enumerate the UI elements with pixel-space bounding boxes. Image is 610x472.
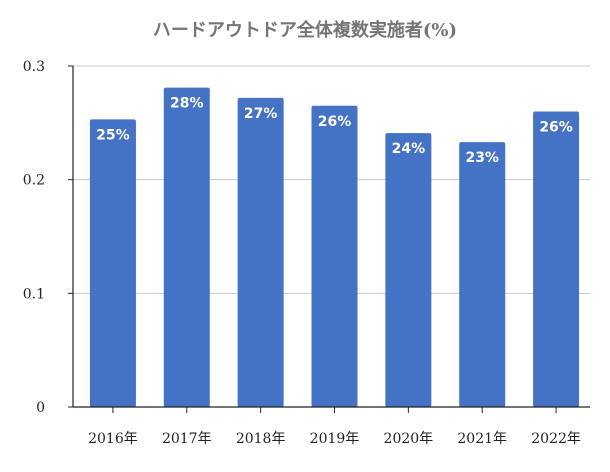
bar <box>163 87 210 407</box>
bar <box>459 142 506 407</box>
bar <box>237 97 284 408</box>
x-tick-label: 2019年 <box>310 431 360 447</box>
data-label: 28% <box>170 96 204 112</box>
bar <box>533 111 580 407</box>
data-label: 26% <box>539 119 573 135</box>
x-tick-label: 2021年 <box>457 431 507 447</box>
x-tick-label: 2020年 <box>384 431 434 447</box>
x-tick-label: 2016年 <box>88 431 138 447</box>
data-label: 25% <box>96 127 130 143</box>
y-tick-label: 0.2 <box>23 173 45 189</box>
bar <box>89 119 136 407</box>
bar <box>311 105 358 408</box>
data-label: 26% <box>318 114 352 130</box>
y-tick-label: 0 <box>36 400 45 416</box>
bar <box>385 133 432 407</box>
x-tick-label: 2017年 <box>162 431 212 447</box>
data-label: 24% <box>392 141 426 157</box>
x-tick-label: 2018年 <box>236 431 286 447</box>
data-label: 23% <box>465 150 499 166</box>
y-tick-label: 0.1 <box>23 286 45 302</box>
data-label: 27% <box>244 106 278 122</box>
x-tick-label: 2022年 <box>531 431 581 447</box>
y-tick-label: 0.3 <box>23 59 45 75</box>
chart-title: ハードアウトドア全体複数実施者(%) <box>153 19 457 41</box>
